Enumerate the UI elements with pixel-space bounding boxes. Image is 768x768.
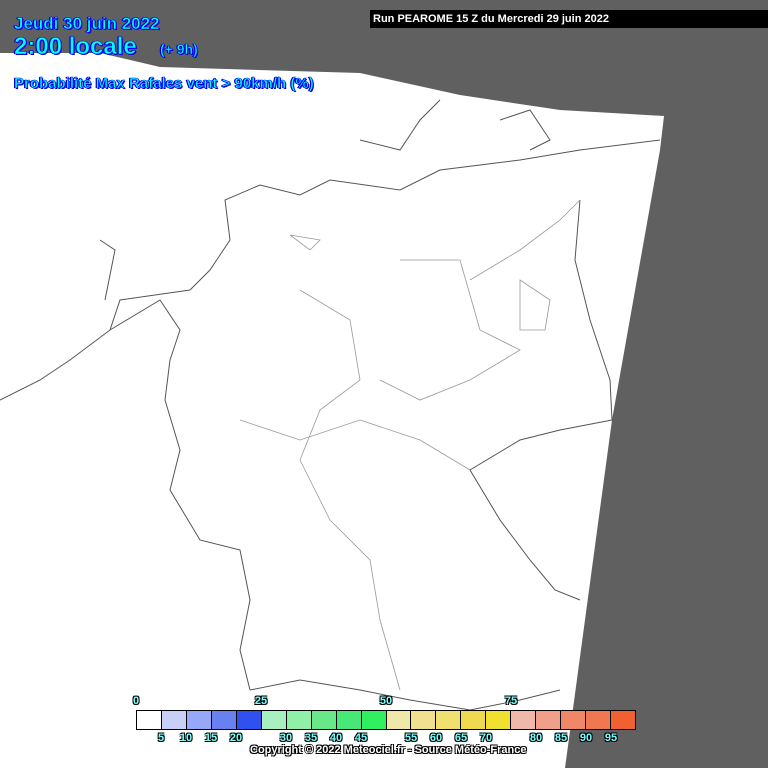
legend-swatch xyxy=(386,711,412,729)
legend-swatch xyxy=(411,711,437,729)
legend-swatch xyxy=(586,711,612,729)
legend-swatch xyxy=(361,711,387,729)
legend-label-top: 50 xyxy=(379,695,393,707)
legend-swatch xyxy=(161,711,187,729)
legend-label-bottom: 60 xyxy=(429,732,443,744)
color-legend xyxy=(136,710,636,730)
legend-swatch xyxy=(436,711,462,729)
legend-label-bottom: 90 xyxy=(579,732,593,744)
legend-swatch xyxy=(186,711,212,729)
legend-label-bottom: 20 xyxy=(229,732,243,744)
legend-label-top: 75 xyxy=(504,695,518,707)
legend-label-bottom: 35 xyxy=(304,732,318,744)
legend-swatch xyxy=(561,711,587,729)
legend-label-bottom: 80 xyxy=(529,732,543,744)
legend-swatch xyxy=(461,711,487,729)
region-borders xyxy=(239,199,581,691)
legend-swatch xyxy=(286,711,312,729)
legend-label-bottom: 30 xyxy=(279,732,293,744)
legend-swatch xyxy=(261,711,287,729)
legend-swatch xyxy=(137,711,162,729)
legend-swatch xyxy=(211,711,237,729)
country-borders xyxy=(0,99,661,711)
parameter-title: Probabilité Max Rafales vent > 90km/h (%… xyxy=(14,75,314,93)
legend-label-bottom: 55 xyxy=(404,732,418,744)
legend-label-bottom: 65 xyxy=(454,732,468,744)
legend-swatch xyxy=(336,711,362,729)
legend-label-bottom: 95 xyxy=(604,732,618,744)
lead-time: (+ 9h) xyxy=(160,41,198,58)
forecast-time: 2:00 locale xyxy=(14,33,137,61)
legend-swatch xyxy=(536,711,562,729)
legend-label-top: 25 xyxy=(254,695,268,707)
legend-swatch xyxy=(236,711,262,729)
legend-label-bottom: 85 xyxy=(554,732,568,744)
legend-label-bottom: 45 xyxy=(354,732,368,744)
copyright: Copyright © 2022 Meteociel.fr - Source M… xyxy=(250,744,527,756)
model-domain xyxy=(0,53,664,768)
legend-label-bottom: 70 xyxy=(479,732,493,744)
legend-label-bottom: 40 xyxy=(329,732,343,744)
legend-swatch xyxy=(611,711,636,729)
run-banner: Run PEAROME 15 Z du Mercredi 29 juin 202… xyxy=(370,10,768,28)
legend-swatch xyxy=(511,711,537,729)
legend-swatch xyxy=(486,711,512,729)
legend-label-bottom: 10 xyxy=(179,732,193,744)
legend-label-bottom: 15 xyxy=(204,732,218,744)
forecast-date: Jeudi 30 juin 2022 xyxy=(14,14,160,34)
legend-label-bottom: 5 xyxy=(157,732,165,744)
legend-label-top: 0 xyxy=(132,695,140,707)
legend-swatch xyxy=(311,711,337,729)
